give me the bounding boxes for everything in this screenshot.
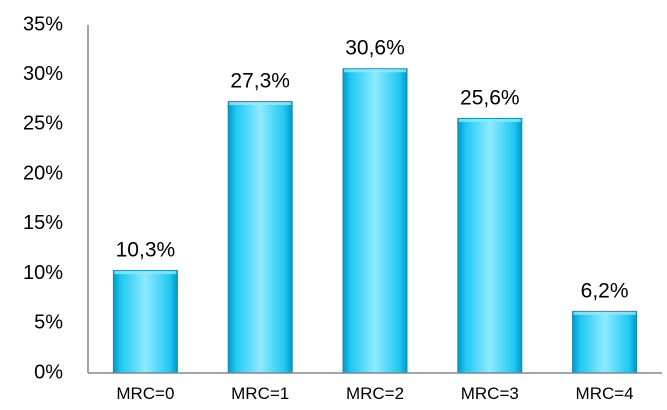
x-tick-label: MRC=4 <box>576 384 634 403</box>
bar <box>112 270 178 374</box>
y-tick-label: 5% <box>34 312 63 334</box>
bar-highlight <box>573 311 636 315</box>
data-label: 27,3% <box>230 70 290 93</box>
bars <box>112 68 638 374</box>
x-axis-tick-labels: MRC=0 MRC=1 MRC=2 MRC=3 MRC=4 <box>116 384 633 403</box>
data-label: 25,6% <box>460 86 520 109</box>
y-tick-label: 15% <box>23 212 63 234</box>
bar-highlight <box>114 271 177 275</box>
y-tick-label: 0% <box>34 361 63 383</box>
bar-highlight <box>229 102 292 106</box>
x-tick-label: MRC=2 <box>346 384 404 403</box>
y-tick-label: 25% <box>23 113 63 135</box>
bar <box>457 117 523 374</box>
data-label: 10,3% <box>116 239 176 262</box>
y-tick-label: 20% <box>23 162 63 184</box>
y-tick-label: 30% <box>23 63 63 85</box>
y-tick-label: 10% <box>23 262 63 284</box>
data-label: 30,6% <box>345 37 405 60</box>
x-tick-label: MRC=1 <box>231 384 289 403</box>
bar-highlight <box>344 69 406 73</box>
bar <box>342 68 408 374</box>
y-tick-label: 35% <box>23 13 63 35</box>
x-tick-label: MRC=0 <box>116 384 174 403</box>
data-label: 6,2% <box>581 279 629 302</box>
x-tick-label: MRC=3 <box>461 384 519 403</box>
bar <box>227 101 293 374</box>
data-labels: 10,3% 27,3% 30,6% 25,6% 6,2% <box>116 37 629 303</box>
bar-highlight <box>458 118 521 122</box>
y-axis-tick-labels: 0% 5% 10% 15% 20% 25% 30% 35% <box>23 13 63 383</box>
bar <box>572 310 638 374</box>
